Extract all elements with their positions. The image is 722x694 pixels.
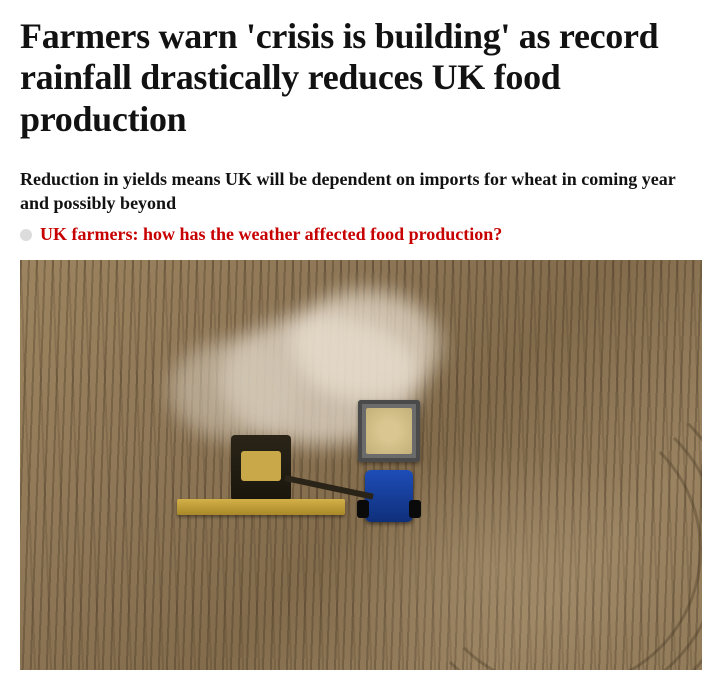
grain-pile (366, 408, 412, 454)
dust-cloud (290, 290, 440, 400)
combine-harvester (215, 435, 307, 527)
tire-track (422, 410, 702, 670)
related-article-link[interactable]: UK farmers: how has the weather affected… (40, 223, 502, 246)
combine-header-bar (177, 499, 345, 515)
dust-cloud (170, 340, 300, 440)
bullet-icon (20, 229, 32, 241)
related-link-row: UK farmers: how has the weather affected… (20, 223, 702, 246)
hero-image (20, 260, 702, 670)
grain-trailer (358, 400, 420, 462)
article-headline: Farmers warn 'crisis is building' as rec… (20, 16, 702, 140)
combine-cab (241, 451, 281, 481)
article-standfirst: Reduction in yields means UK will be dep… (20, 168, 702, 215)
